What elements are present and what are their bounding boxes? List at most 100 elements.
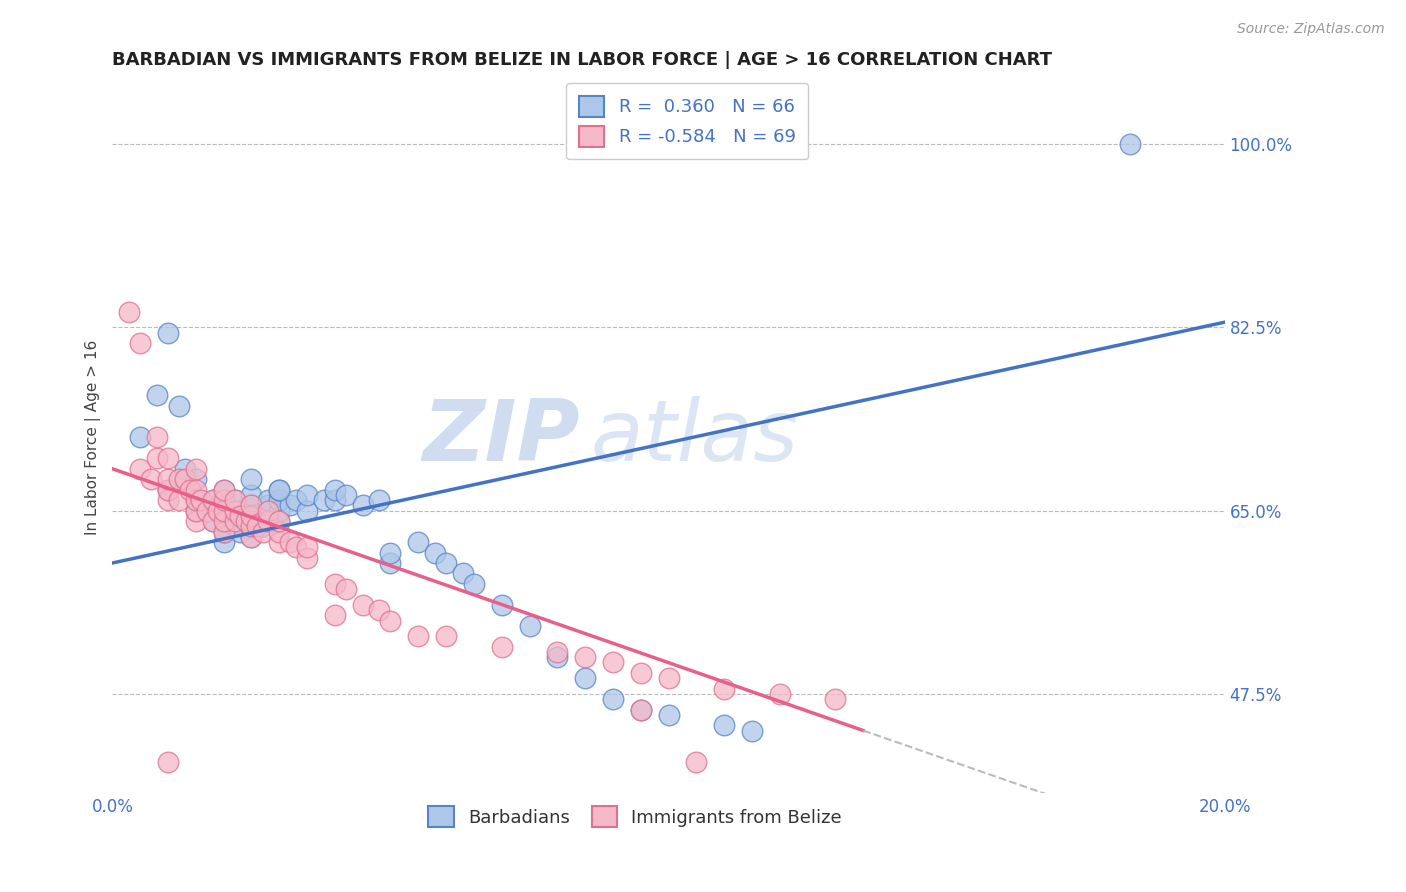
- Point: [713, 718, 735, 732]
- Point: [434, 556, 457, 570]
- Point: [129, 430, 152, 444]
- Point: [352, 499, 374, 513]
- Point: [323, 577, 346, 591]
- Point: [295, 488, 318, 502]
- Point: [235, 514, 257, 528]
- Point: [173, 462, 195, 476]
- Point: [380, 556, 402, 570]
- Point: [240, 508, 263, 523]
- Text: BARBADIAN VS IMMIGRANTS FROM BELIZE IN LABOR FORCE | AGE > 16 CORRELATION CHART: BARBADIAN VS IMMIGRANTS FROM BELIZE IN L…: [112, 51, 1053, 69]
- Point: [224, 508, 246, 523]
- Point: [713, 681, 735, 696]
- Point: [491, 598, 513, 612]
- Point: [423, 545, 446, 559]
- Point: [224, 503, 246, 517]
- Point: [257, 503, 280, 517]
- Point: [246, 514, 269, 528]
- Point: [252, 519, 274, 533]
- Point: [574, 671, 596, 685]
- Point: [190, 493, 212, 508]
- Point: [368, 493, 391, 508]
- Point: [157, 451, 180, 466]
- Point: [269, 503, 291, 517]
- Point: [312, 493, 335, 508]
- Point: [229, 503, 252, 517]
- Point: [224, 519, 246, 533]
- Point: [207, 503, 229, 517]
- Point: [212, 493, 235, 508]
- Point: [257, 514, 280, 528]
- Point: [240, 530, 263, 544]
- Point: [201, 514, 224, 528]
- Point: [201, 493, 224, 508]
- Point: [157, 326, 180, 340]
- Point: [463, 577, 485, 591]
- Point: [184, 514, 207, 528]
- Point: [741, 723, 763, 738]
- Point: [546, 645, 568, 659]
- Point: [235, 503, 257, 517]
- Point: [129, 336, 152, 351]
- Point: [146, 430, 169, 444]
- Point: [630, 702, 652, 716]
- Point: [184, 483, 207, 497]
- Point: [269, 493, 291, 508]
- Point: [224, 493, 246, 508]
- Point: [167, 472, 190, 486]
- Point: [201, 493, 224, 508]
- Point: [769, 687, 792, 701]
- Point: [280, 499, 302, 513]
- Point: [118, 304, 141, 318]
- Point: [574, 650, 596, 665]
- Point: [157, 472, 180, 486]
- Point: [212, 524, 235, 539]
- Point: [257, 493, 280, 508]
- Point: [240, 508, 263, 523]
- Y-axis label: In Labor Force | Age > 16: In Labor Force | Age > 16: [86, 340, 101, 535]
- Point: [212, 524, 235, 539]
- Point: [630, 702, 652, 716]
- Point: [201, 514, 224, 528]
- Point: [685, 755, 707, 769]
- Point: [224, 493, 246, 508]
- Point: [295, 550, 318, 565]
- Point: [167, 493, 190, 508]
- Point: [323, 493, 346, 508]
- Point: [141, 472, 163, 486]
- Text: Source: ZipAtlas.com: Source: ZipAtlas.com: [1237, 22, 1385, 37]
- Point: [269, 514, 291, 528]
- Point: [129, 462, 152, 476]
- Point: [295, 541, 318, 555]
- Point: [229, 508, 252, 523]
- Point: [240, 499, 263, 513]
- Point: [240, 499, 263, 513]
- Point: [240, 530, 263, 544]
- Point: [269, 535, 291, 549]
- Point: [1119, 137, 1142, 152]
- Text: atlas: atlas: [591, 396, 799, 479]
- Point: [157, 483, 180, 497]
- Point: [212, 535, 235, 549]
- Point: [195, 503, 218, 517]
- Point: [352, 598, 374, 612]
- Point: [257, 499, 280, 513]
- Point: [146, 388, 169, 402]
- Point: [434, 629, 457, 643]
- Point: [519, 619, 541, 633]
- Point: [212, 483, 235, 497]
- Point: [240, 488, 263, 502]
- Point: [602, 656, 624, 670]
- Point: [212, 499, 235, 513]
- Point: [257, 503, 280, 517]
- Point: [179, 483, 201, 497]
- Point: [157, 493, 180, 508]
- Point: [284, 493, 307, 508]
- Point: [602, 692, 624, 706]
- Point: [408, 629, 430, 643]
- Point: [658, 671, 681, 685]
- Point: [269, 483, 291, 497]
- Point: [157, 483, 180, 497]
- Point: [295, 503, 318, 517]
- Legend: Barbadians, Immigrants from Belize: Barbadians, Immigrants from Belize: [422, 799, 849, 834]
- Point: [212, 503, 235, 517]
